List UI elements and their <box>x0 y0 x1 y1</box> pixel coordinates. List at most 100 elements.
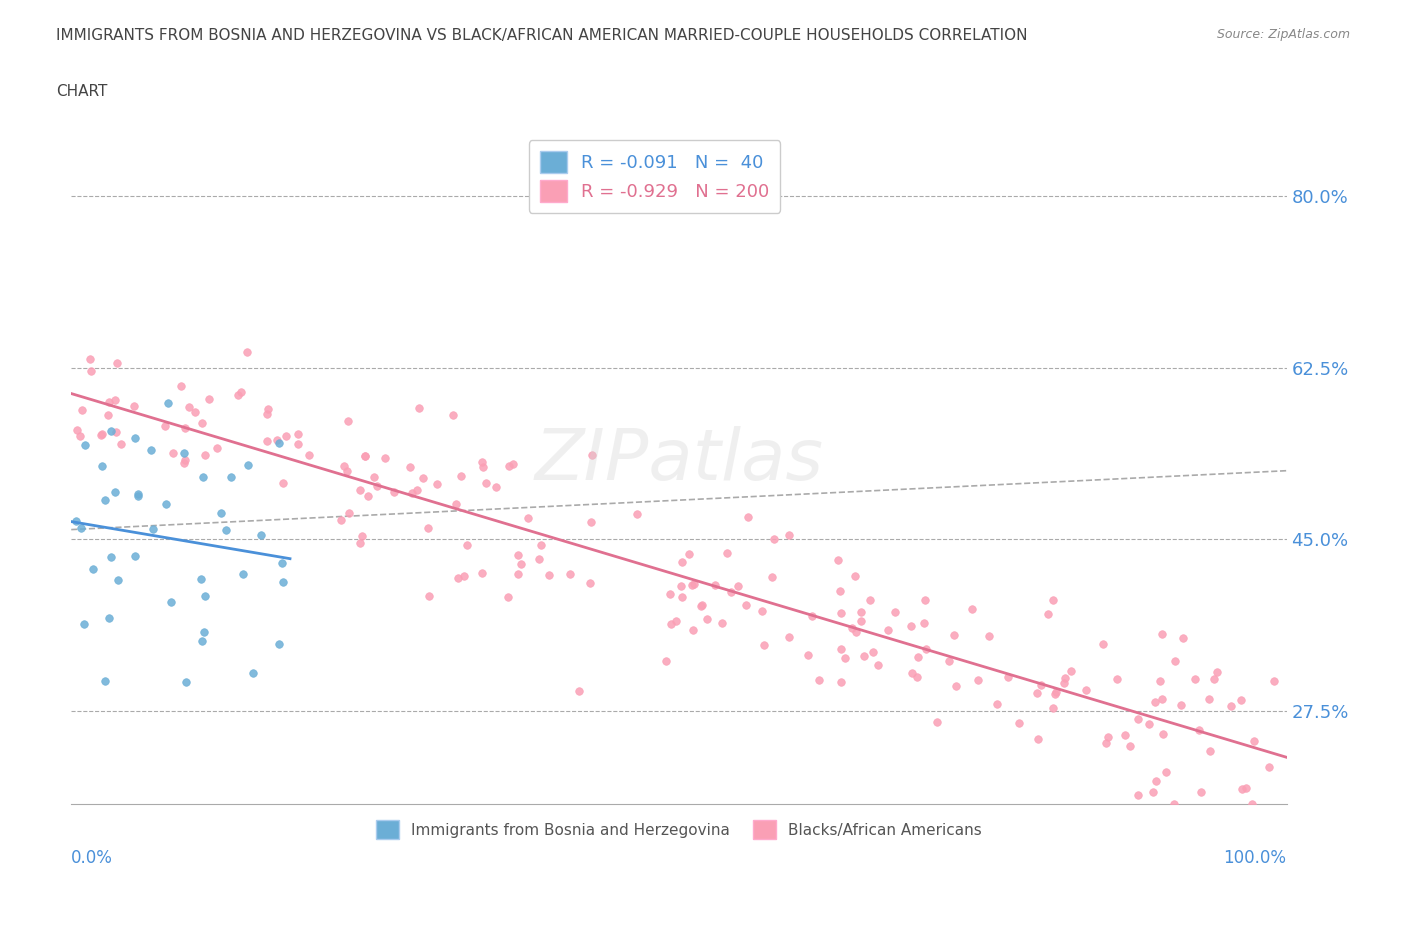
Point <box>669 578 692 593</box>
Point <box>267 435 290 450</box>
Point <box>496 590 519 604</box>
Point <box>418 589 440 604</box>
Point <box>778 630 800 644</box>
Point <box>94 493 117 508</box>
Legend: Immigrants from Bosnia and Herzegovina, Blacks/African Americans: Immigrants from Bosnia and Herzegovina, … <box>370 814 988 845</box>
Point <box>330 512 353 527</box>
Point <box>1152 726 1174 741</box>
Point <box>269 637 291 652</box>
Point <box>678 547 700 562</box>
Point <box>1234 781 1257 796</box>
Point <box>98 394 121 409</box>
Point <box>173 445 195 460</box>
Point <box>537 568 560 583</box>
Point <box>778 527 800 542</box>
Point <box>155 497 177 512</box>
Point <box>256 434 278 449</box>
Point <box>366 478 388 493</box>
Point <box>737 510 759 525</box>
Point <box>162 446 184 461</box>
Point <box>122 399 145 414</box>
Point <box>79 352 101 366</box>
Point <box>967 672 990 687</box>
Point <box>579 576 602 591</box>
Point <box>1171 631 1194 645</box>
Point <box>100 550 122 565</box>
Point <box>986 697 1008 711</box>
Point <box>1188 723 1211 737</box>
Point <box>287 436 309 451</box>
Point <box>297 447 319 462</box>
Point <box>1119 738 1142 753</box>
Point <box>690 599 713 614</box>
Point <box>416 521 439 536</box>
Point <box>1163 797 1185 812</box>
Point <box>104 393 127 408</box>
Point <box>474 475 496 490</box>
Point <box>447 570 470 585</box>
Point <box>333 458 356 473</box>
Point <box>446 497 468 512</box>
Point <box>1150 627 1173 642</box>
Point <box>912 615 935 630</box>
Point <box>69 429 91 444</box>
Point <box>510 557 533 572</box>
Point <box>127 488 149 503</box>
Point <box>828 583 851 598</box>
Point <box>193 624 215 639</box>
Point <box>191 633 214 648</box>
Point <box>720 584 742 599</box>
Point <box>1092 636 1115 651</box>
Point <box>382 485 405 499</box>
Point <box>354 449 377 464</box>
Point <box>1263 673 1285 688</box>
Point <box>104 485 127 499</box>
Point <box>374 451 396 466</box>
Point <box>830 605 852 620</box>
Point <box>399 459 422 474</box>
Point <box>658 586 681 601</box>
Point <box>228 388 250 403</box>
Point <box>1170 698 1192 712</box>
Point <box>1042 701 1064 716</box>
Point <box>80 364 103 379</box>
Point <box>412 471 434 485</box>
Point <box>681 578 703 592</box>
Point <box>401 485 423 500</box>
Point <box>862 644 884 659</box>
Point <box>194 447 217 462</box>
Point <box>1149 673 1171 688</box>
Point <box>752 637 775 652</box>
Point <box>287 427 309 442</box>
Point <box>1076 683 1098 698</box>
Point <box>1243 734 1265 749</box>
Point <box>97 407 120 422</box>
Point <box>797 647 820 662</box>
Point <box>90 458 112 473</box>
Point <box>751 604 773 618</box>
Point <box>1206 664 1229 679</box>
Point <box>558 567 581 582</box>
Point <box>453 568 475 583</box>
Point <box>1198 692 1220 707</box>
Point <box>73 617 96 631</box>
Point <box>170 379 193 393</box>
Point <box>849 613 872 628</box>
Point <box>194 589 217 604</box>
Text: CHART: CHART <box>56 84 108 99</box>
Point <box>1114 728 1136 743</box>
Point <box>65 513 87 528</box>
Point <box>901 665 924 680</box>
Point <box>1026 686 1049 701</box>
Point <box>664 614 686 629</box>
Point <box>352 529 374 544</box>
Point <box>198 392 221 406</box>
Point <box>671 590 693 604</box>
Point <box>160 594 183 609</box>
Point <box>1054 671 1077 685</box>
Point <box>337 505 360 520</box>
Point <box>82 561 104 576</box>
Point <box>209 505 232 520</box>
Point <box>1045 684 1067 699</box>
Point <box>655 654 678 669</box>
